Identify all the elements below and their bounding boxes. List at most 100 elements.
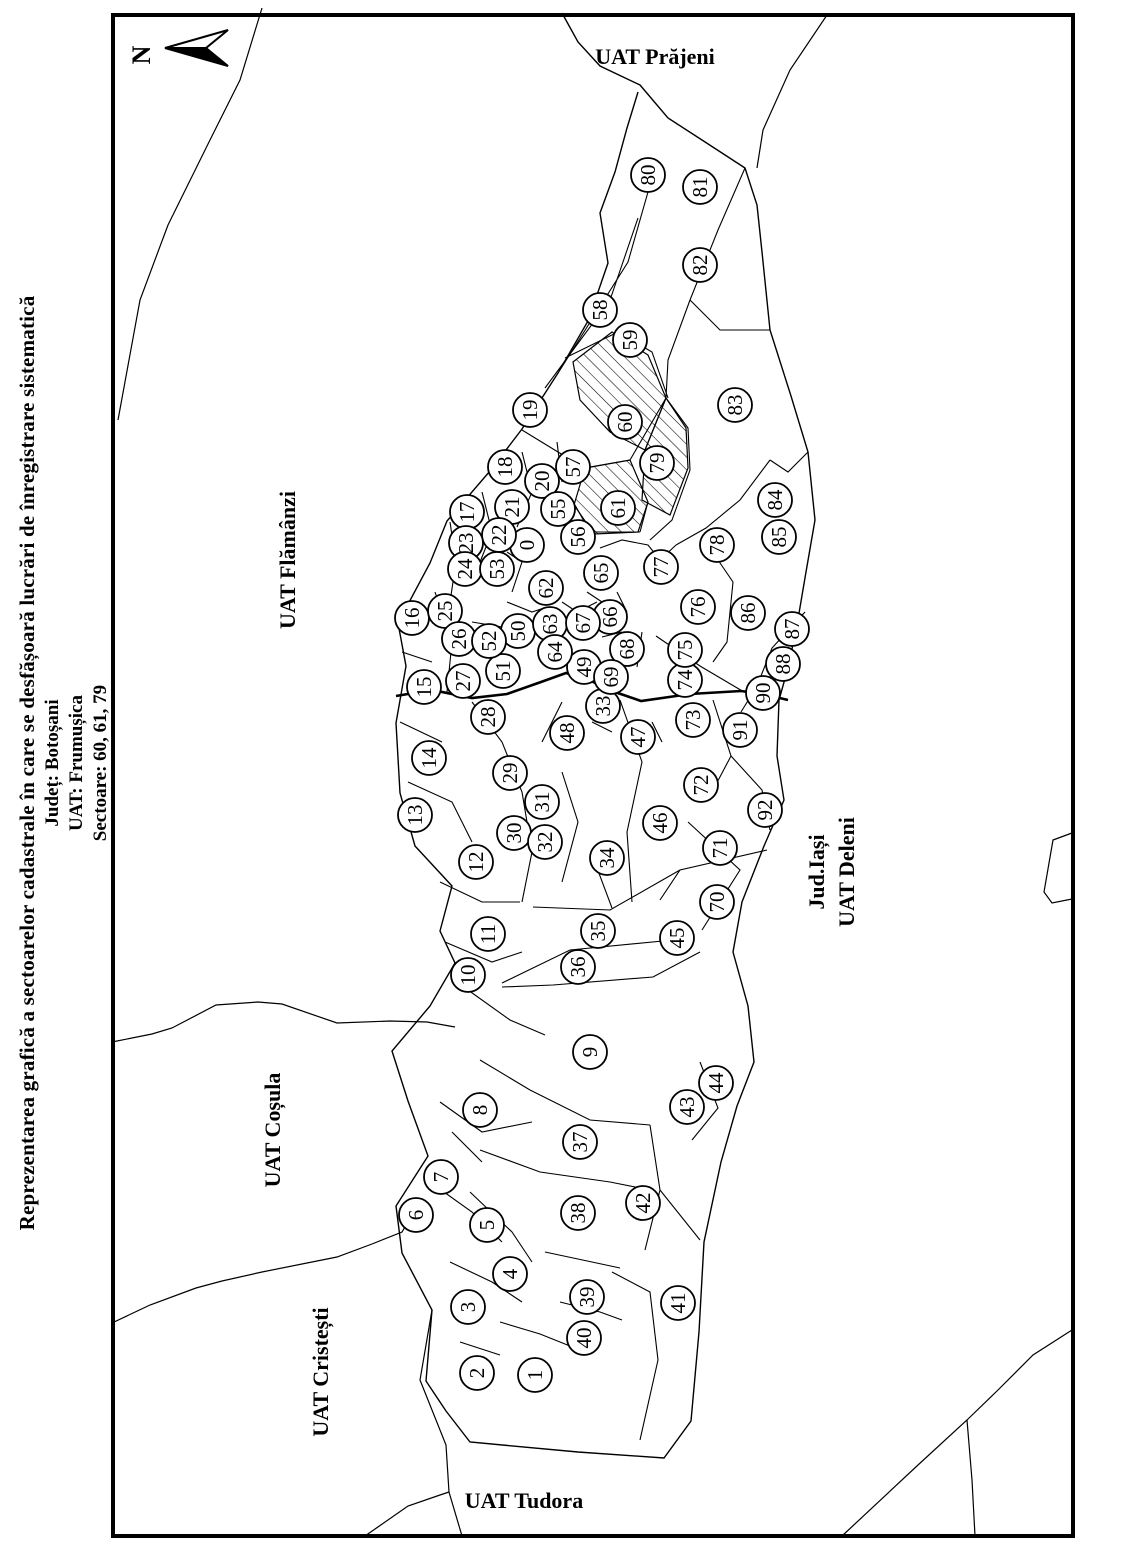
sector-marker-2: 2 (459, 1355, 495, 1391)
sector-marker-68: 68 (609, 631, 645, 667)
sector-number: 76 (686, 597, 710, 618)
neighbor-uat-boundary (756, 14, 828, 169)
sector-marker-84: 84 (757, 482, 793, 518)
sector-marker-18: 18 (487, 449, 523, 485)
sector-boundary (586, 591, 603, 603)
sector-circle (722, 712, 758, 748)
sector-marker-3: 3 (450, 1289, 486, 1325)
sector-circle (470, 916, 506, 952)
sector-marker-81: 81 (682, 169, 718, 205)
sector-circle (642, 805, 678, 841)
sector-circle (698, 1065, 734, 1101)
sector-number: 5 (475, 1220, 499, 1231)
sector-boundary (467, 989, 546, 1036)
sector-boundary (459, 1341, 501, 1356)
sector-circle (745, 675, 781, 711)
commune-outer-boundary (391, 12, 816, 1459)
sector-marker-90: 90 (745, 675, 781, 711)
sector-marker-1: 1 (517, 1357, 553, 1393)
sector-marker-70: 70 (699, 884, 735, 920)
sector-number: 74 (673, 669, 697, 691)
sector-marker-31: 31 (524, 784, 560, 820)
sector-circle (583, 555, 619, 591)
sector-number: 57 (561, 457, 585, 478)
sector-boundary (399, 721, 443, 743)
sector-marker-77: 77 (643, 549, 679, 585)
sector-marker-7: 7 (423, 1159, 459, 1195)
sector-boundary (407, 781, 473, 843)
sector-boundary (675, 459, 771, 546)
sector-number: 28 (476, 707, 500, 728)
sector-circle (682, 169, 718, 205)
sector-circle (458, 844, 494, 880)
sector-boundary (639, 501, 649, 533)
sector-marker-62: 62 (528, 570, 564, 606)
sector-marker-48: 48 (549, 715, 585, 751)
sector-number: 37 (568, 1132, 592, 1153)
sector-circle (423, 1159, 459, 1195)
sector-marker-53: 53 (479, 551, 515, 587)
sector-marker-76: 76 (680, 589, 716, 625)
label-uat-flamanzi: UAT Flămânzi (275, 491, 300, 629)
sector-boundary (469, 1191, 533, 1263)
sector-marker-64: 64 (537, 634, 573, 670)
sector-marker-61: 61 (600, 490, 636, 526)
sector-circle (549, 715, 585, 751)
sector-number: 61 (606, 498, 630, 519)
map-frame (111, 13, 1075, 1538)
sector-marker-29: 29 (492, 755, 528, 791)
sector-circle (517, 1357, 553, 1393)
sector-number: 77 (649, 557, 673, 578)
sector-number: 69 (599, 667, 623, 688)
sector-number: 55 (546, 499, 570, 520)
sector-number: 68 (615, 639, 639, 660)
sector-boundary (439, 881, 520, 903)
sector-marker-44: 44 (698, 1065, 734, 1101)
label-uat-tudora: UAT Tudora (465, 1488, 583, 1513)
sector-number: 59 (618, 330, 642, 351)
sector-number: 1 (523, 1370, 547, 1381)
sector-marker-75: 75 (667, 632, 703, 668)
sector-circle (600, 490, 636, 526)
neighbor-uat-boundary (1043, 832, 1073, 904)
sector-marker-41: 41 (660, 1285, 696, 1321)
sector-number: 18 (493, 457, 517, 478)
sector-marker-45: 45 (659, 920, 695, 956)
label-uat-cristesti: UAT Cristești (308, 1307, 334, 1436)
sector-number: 14 (417, 747, 441, 769)
sector-circle (683, 767, 719, 803)
sector-marker-49: 49 (566, 649, 602, 685)
sector-circle (669, 1089, 705, 1125)
sector-number: 22 (487, 525, 511, 546)
neighbor-uat-boundary (364, 1491, 450, 1537)
sector-boundary (649, 397, 691, 541)
sector-number: 32 (533, 832, 557, 853)
sector-circle (450, 957, 486, 993)
sector-number: 19 (518, 400, 542, 421)
sector-number: 58 (588, 300, 612, 321)
sector-marker-79: 79 (639, 445, 675, 481)
sector-number: 87 (780, 619, 804, 640)
sector-marker-16: 16 (394, 600, 430, 636)
sector-circle (398, 1197, 434, 1233)
sector-marker-8: 8 (462, 1092, 498, 1128)
sector-number: 82 (688, 255, 712, 276)
sector-number: 4 (498, 1268, 522, 1279)
sector-marker-26: 26 (441, 621, 477, 657)
sector-marker-82: 82 (682, 247, 718, 283)
sector-circle (569, 1279, 605, 1315)
sector-number: 64 (543, 641, 567, 663)
sector-number: 92 (753, 800, 777, 821)
sector-number: 23 (454, 533, 478, 554)
sector-number: 48 (555, 723, 579, 744)
sector-circle (730, 595, 766, 631)
uat-labels-layer: UAT Prăjeni UAT Flămânzi UAT Coșula UAT Cri… (260, 44, 859, 1513)
sector-number: 75 (673, 640, 697, 661)
sector-number: 9 (578, 1047, 602, 1058)
sector-number: 38 (566, 1203, 590, 1224)
sector-number: 79 (645, 453, 669, 474)
sector-marker-13: 13 (397, 797, 433, 833)
neighbor-uat-boundary (111, 1001, 456, 1043)
sector-circle (630, 157, 666, 193)
